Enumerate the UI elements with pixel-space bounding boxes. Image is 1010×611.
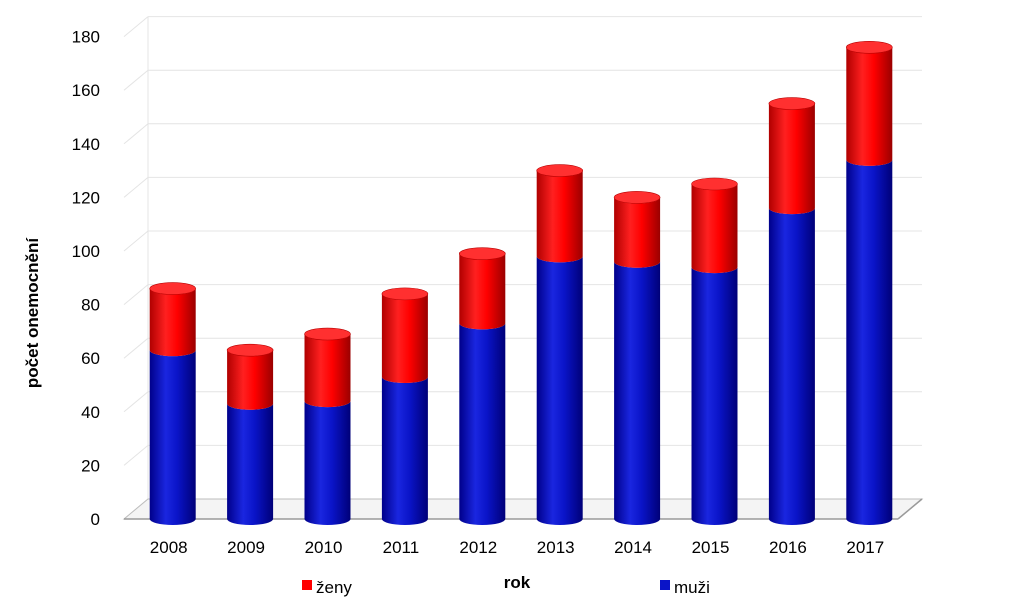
legend-item-muzi: muži: [660, 578, 710, 597]
legend-swatch-zeny: [302, 580, 312, 590]
bar-muzi-2010: [304, 401, 351, 525]
y-tick-label: 40: [81, 403, 100, 422]
bar-top-2017: [845, 41, 893, 54]
bar-muzi-2012: [459, 323, 506, 525]
legend-label-zeny: ženy: [316, 578, 352, 597]
bar-top-2010: [304, 327, 351, 341]
bar-top-2013: [536, 164, 584, 177]
bar-top-2009: [226, 343, 274, 357]
gridline-diagonal: [123, 69, 149, 91]
bar-top-2014: [613, 191, 661, 204]
legend-swatch-muzi: [660, 580, 670, 590]
bar-zeny-2011: [381, 293, 428, 383]
y-tick-label: 160: [72, 81, 100, 100]
bar-muzi-2013: [536, 256, 583, 525]
bar-muzi-2011: [381, 376, 428, 525]
x-tick-label: 2013: [537, 538, 575, 557]
x-tick-label: 2011: [383, 538, 420, 557]
bar-zeny-2013: [536, 170, 583, 263]
y-tick-label: 140: [72, 135, 100, 154]
x-axis-depth-line: [897, 498, 923, 520]
bar-zeny-2012: [459, 253, 506, 330]
y-tick-label: 100: [72, 242, 100, 261]
y-tick-label: 120: [72, 188, 100, 207]
gridline-diagonal: [123, 123, 149, 145]
y-tick-label: 60: [81, 349, 100, 368]
y-tick-label: 20: [81, 456, 100, 475]
bar-muzi-2009: [227, 403, 274, 525]
bar-zeny-2016: [768, 103, 815, 215]
bar-top-2008: [149, 282, 196, 295]
bar-zeny-2009: [227, 350, 274, 410]
bar-zeny-2014: [614, 197, 661, 268]
bar-muzi-2016: [768, 208, 815, 525]
gridline-diagonal: [123, 445, 149, 466]
x-axis-title: rok: [504, 573, 531, 592]
x-tick-label: 2015: [692, 538, 730, 557]
gridline-diagonal: [123, 16, 149, 37]
legend: ženy muži: [302, 578, 710, 597]
bar-muzi-2017: [846, 159, 893, 525]
legend-label-muzi: muži: [674, 578, 710, 597]
y-axis-title: počet onemocnění: [23, 237, 42, 388]
bar-top-2016: [768, 97, 816, 110]
x-tick-label: 2008: [150, 538, 188, 557]
bar-zeny-2010: [304, 334, 351, 408]
gridline-diagonal: [123, 284, 149, 305]
bar-top-2012: [458, 247, 506, 260]
x-tick-label: 2017: [846, 538, 884, 557]
x-tick-label: 2016: [769, 538, 807, 557]
gridline-diagonal: [123, 230, 149, 252]
legend-item-zeny: ženy: [302, 578, 352, 597]
x-tick-label: 2010: [305, 538, 343, 557]
x-tick-label: 2012: [459, 538, 497, 557]
bar-muzi-2008: [149, 350, 196, 525]
bar-muzi-2015: [691, 267, 738, 525]
bar-zeny-2017: [846, 47, 893, 166]
gridline-diagonal: [123, 337, 149, 359]
gridline-diagonal: [123, 391, 149, 413]
y-tick-label: 0: [91, 510, 100, 529]
bar-top-2015: [691, 177, 738, 191]
x-tick-label: 2009: [227, 538, 265, 557]
gridline-diagonal: [123, 177, 149, 198]
y-tick-label: 80: [81, 296, 100, 315]
bar-top-2011: [381, 287, 429, 301]
bar-zeny-2015: [691, 184, 738, 274]
y-tick-label: 180: [72, 28, 100, 47]
bar-zeny-2008: [149, 288, 196, 357]
x-tick-label: 2014: [614, 538, 652, 557]
bar-muzi-2014: [614, 261, 661, 525]
